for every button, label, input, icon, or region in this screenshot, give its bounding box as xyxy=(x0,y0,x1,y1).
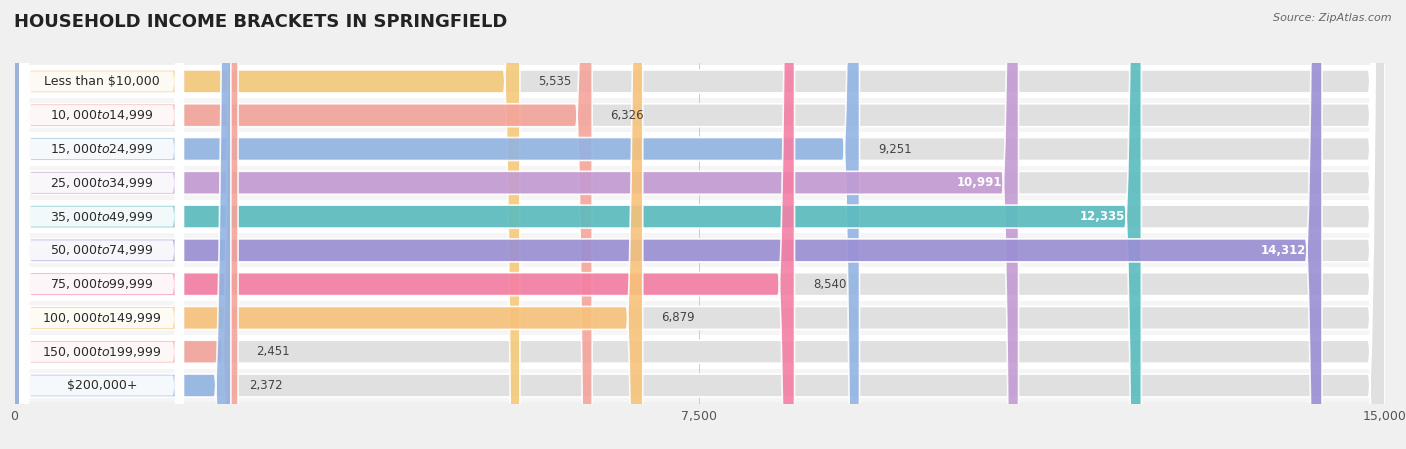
FancyBboxPatch shape xyxy=(20,0,184,449)
Text: $35,000 to $49,999: $35,000 to $49,999 xyxy=(51,210,153,224)
Text: $100,000 to $149,999: $100,000 to $149,999 xyxy=(42,311,162,325)
Text: 6,326: 6,326 xyxy=(610,109,644,122)
FancyBboxPatch shape xyxy=(20,0,184,449)
Text: $50,000 to $74,999: $50,000 to $74,999 xyxy=(51,243,153,257)
FancyBboxPatch shape xyxy=(20,0,184,449)
Text: Source: ZipAtlas.com: Source: ZipAtlas.com xyxy=(1274,13,1392,23)
FancyBboxPatch shape xyxy=(20,0,184,449)
FancyBboxPatch shape xyxy=(20,0,184,449)
Text: $10,000 to $14,999: $10,000 to $14,999 xyxy=(51,108,153,122)
FancyBboxPatch shape xyxy=(14,0,1385,449)
FancyBboxPatch shape xyxy=(14,0,1385,449)
FancyBboxPatch shape xyxy=(14,0,1385,449)
Text: Less than $10,000: Less than $10,000 xyxy=(44,75,160,88)
Bar xyxy=(14,369,1385,402)
FancyBboxPatch shape xyxy=(14,0,1018,449)
FancyBboxPatch shape xyxy=(14,0,1385,449)
Text: 8,540: 8,540 xyxy=(813,277,846,291)
Text: 12,335: 12,335 xyxy=(1080,210,1125,223)
Text: $75,000 to $99,999: $75,000 to $99,999 xyxy=(51,277,153,291)
Bar xyxy=(14,98,1385,132)
Text: 5,535: 5,535 xyxy=(538,75,571,88)
FancyBboxPatch shape xyxy=(14,0,643,449)
FancyBboxPatch shape xyxy=(14,0,1385,449)
FancyBboxPatch shape xyxy=(14,0,1385,449)
Bar xyxy=(14,166,1385,200)
FancyBboxPatch shape xyxy=(14,0,520,449)
FancyBboxPatch shape xyxy=(14,0,859,449)
Bar xyxy=(14,301,1385,335)
FancyBboxPatch shape xyxy=(20,0,184,449)
FancyBboxPatch shape xyxy=(14,0,1385,449)
FancyBboxPatch shape xyxy=(20,0,184,449)
Text: HOUSEHOLD INCOME BRACKETS IN SPRINGFIELD: HOUSEHOLD INCOME BRACKETS IN SPRINGFIELD xyxy=(14,13,508,31)
FancyBboxPatch shape xyxy=(14,0,1322,449)
Bar xyxy=(14,200,1385,233)
FancyBboxPatch shape xyxy=(14,0,1385,449)
Text: 6,879: 6,879 xyxy=(661,312,695,325)
Bar xyxy=(14,65,1385,98)
Text: 14,312: 14,312 xyxy=(1260,244,1306,257)
FancyBboxPatch shape xyxy=(20,0,184,449)
FancyBboxPatch shape xyxy=(14,0,592,449)
FancyBboxPatch shape xyxy=(14,0,794,449)
Text: $25,000 to $34,999: $25,000 to $34,999 xyxy=(51,176,153,190)
Bar xyxy=(14,233,1385,267)
Bar xyxy=(14,267,1385,301)
Bar xyxy=(14,132,1385,166)
FancyBboxPatch shape xyxy=(14,0,1142,449)
Text: 2,451: 2,451 xyxy=(256,345,290,358)
FancyBboxPatch shape xyxy=(14,0,231,449)
Text: $15,000 to $24,999: $15,000 to $24,999 xyxy=(51,142,153,156)
FancyBboxPatch shape xyxy=(20,0,184,449)
FancyBboxPatch shape xyxy=(14,0,1385,449)
Text: 2,372: 2,372 xyxy=(249,379,283,392)
Text: 9,251: 9,251 xyxy=(877,142,911,155)
Bar xyxy=(14,335,1385,369)
Text: 10,991: 10,991 xyxy=(956,176,1002,189)
FancyBboxPatch shape xyxy=(14,0,238,449)
Text: $200,000+: $200,000+ xyxy=(66,379,136,392)
Text: $150,000 to $199,999: $150,000 to $199,999 xyxy=(42,345,162,359)
FancyBboxPatch shape xyxy=(20,0,184,449)
FancyBboxPatch shape xyxy=(14,0,1385,449)
